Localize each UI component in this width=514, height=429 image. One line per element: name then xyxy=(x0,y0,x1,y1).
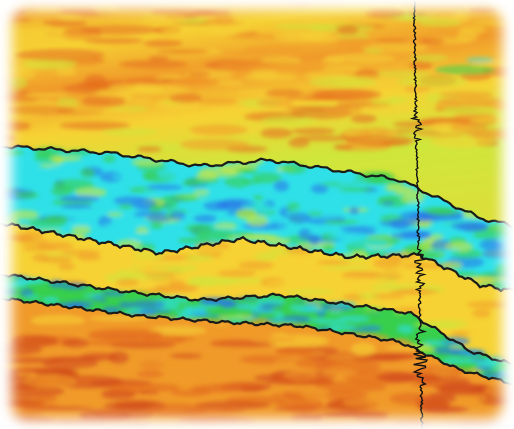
horizon-2 xyxy=(0,222,514,293)
horizon-1 xyxy=(0,144,514,228)
well-log-trace xyxy=(409,0,429,429)
horizon-3 xyxy=(0,273,514,366)
horizon-4 xyxy=(0,297,514,386)
